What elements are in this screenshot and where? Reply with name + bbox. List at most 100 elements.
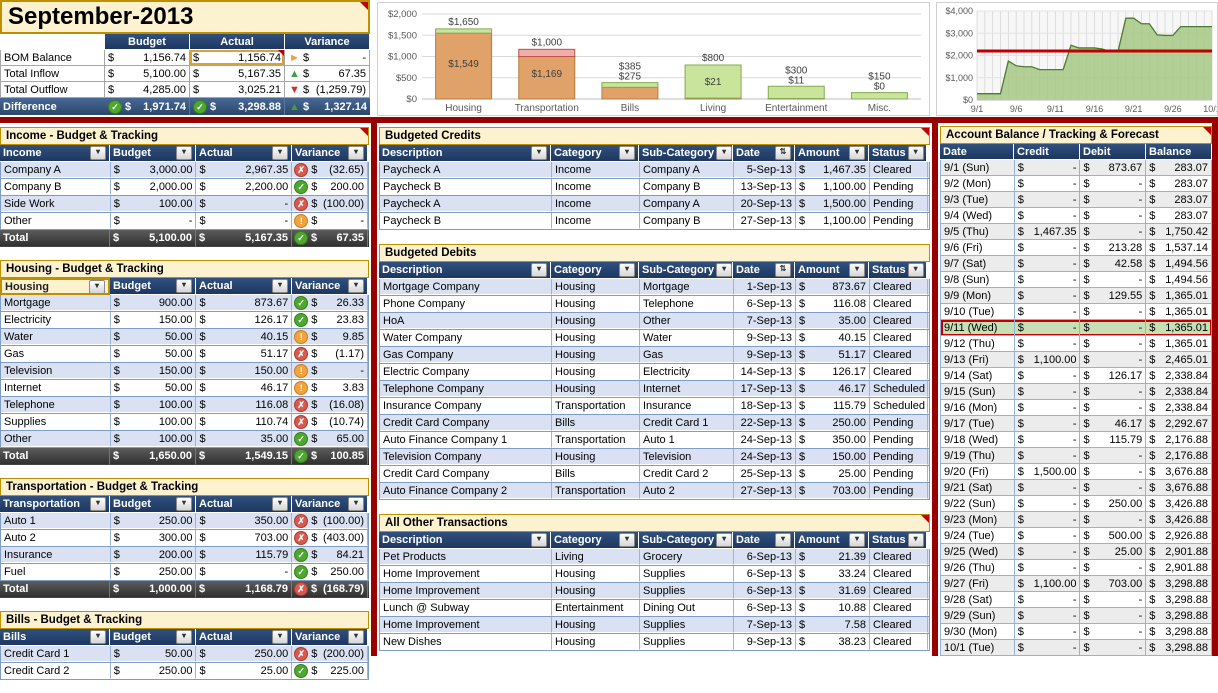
filter-dropdown-icon[interactable]: ▾ <box>272 497 288 511</box>
item-name-cell[interactable]: Other <box>1 213 111 229</box>
sub-category-cell[interactable]: Water <box>640 330 734 346</box>
filter-dropdown-icon[interactable]: ▾ <box>90 497 106 511</box>
budget-cell[interactable]: $100.00 <box>111 397 197 413</box>
variance-cell[interactable]: ✗$(16.08) <box>292 397 368 413</box>
summary-col-header-budget[interactable]: Budget <box>105 34 190 50</box>
amount-cell[interactable]: $115.79 <box>796 398 870 414</box>
debit-cell[interactable]: $42.58 <box>1080 256 1146 272</box>
credit-cell[interactable]: $- <box>1015 432 1081 448</box>
filter-dropdown-icon[interactable]: ▾ <box>176 279 192 293</box>
balance-cell[interactable]: $3,426.88 <box>1146 512 1212 528</box>
description-cell[interactable]: Credit Card Company <box>380 466 552 482</box>
filter-dropdown-icon[interactable]: ▾ <box>90 630 106 644</box>
date-cell[interactable]: 14-Sep-13 <box>734 364 796 380</box>
filter-dropdown-icon[interactable]: ▾ <box>908 263 924 277</box>
actual-cell[interactable]: $25.00 <box>196 663 292 679</box>
balance-cell[interactable]: $3,298.88 <box>1146 592 1212 608</box>
column-header-category[interactable]: Category▾ <box>551 262 639 279</box>
description-cell[interactable]: Auto Finance Company 2 <box>380 483 552 499</box>
column-header-sub-category[interactable]: Sub-Category▾ <box>639 532 733 549</box>
section-title[interactable]: Income - Budget & Tracking <box>0 127 369 145</box>
description-cell[interactable]: Pet Products <box>380 549 552 565</box>
status-cell[interactable]: Cleared <box>870 617 928 633</box>
credit-cell[interactable]: $- <box>1015 480 1081 496</box>
section-title[interactable]: Budgeted Debits <box>379 244 930 262</box>
month-title-cell[interactable]: September-2013 <box>0 0 370 34</box>
description-cell[interactable]: Home Improvement <box>380 583 552 599</box>
column-header-debit[interactable]: Debit <box>1080 144 1146 160</box>
date-cell[interactable]: 9/18 (Wed) <box>941 432 1015 448</box>
filter-dropdown-icon[interactable]: ▾ <box>348 279 364 293</box>
debit-cell[interactable]: $- <box>1080 384 1146 400</box>
budget-cell[interactable]: $900.00 <box>111 295 197 311</box>
actual-cell[interactable]: $46.17 <box>196 380 292 396</box>
amount-cell[interactable]: $116.08 <box>796 296 870 312</box>
sub-category-cell[interactable]: Television <box>640 449 734 465</box>
category-cell[interactable]: Transportation <box>552 483 640 499</box>
variance-cell[interactable]: !$- <box>292 363 368 379</box>
filter-dropdown-icon[interactable]: ▾ <box>272 146 288 160</box>
date-cell[interactable]: 27-Sep-13 <box>734 213 796 229</box>
budget-cell[interactable]: $50.00 <box>111 380 197 396</box>
date-cell[interactable]: 9/2 (Mon) <box>941 176 1015 192</box>
balance-cell[interactable]: $2,176.88 <box>1146 448 1212 464</box>
filter-dropdown-icon[interactable]: ▾ <box>348 497 364 511</box>
description-cell[interactable]: Water Company <box>380 330 552 346</box>
credit-cell[interactable]: $- <box>1015 304 1081 320</box>
sub-category-cell[interactable]: Company B <box>640 179 734 195</box>
column-header-actual[interactable]: Actual▾ <box>196 278 292 295</box>
description-cell[interactable]: Paycheck B <box>380 213 552 229</box>
debit-cell[interactable]: $- <box>1080 224 1146 240</box>
budget-cell[interactable]: $2,000.00 <box>111 179 197 195</box>
variance-cell[interactable]: ✓$23.83 <box>292 312 368 328</box>
item-name-cell[interactable]: Company A <box>1 162 111 178</box>
debit-cell[interactable]: $46.17 <box>1080 416 1146 432</box>
credit-cell[interactable]: $- <box>1015 512 1081 528</box>
total-variance-cell[interactable]: ✓$67.35 <box>292 230 368 247</box>
variance-cell[interactable]: ✓$65.00 <box>292 431 368 447</box>
column-header-variance[interactable]: Variance▾ <box>292 145 368 162</box>
credit-cell[interactable]: $- <box>1015 624 1081 640</box>
total-actual-cell[interactable]: $5,167.35 <box>196 230 292 247</box>
amount-cell[interactable]: $350.00 <box>796 432 870 448</box>
actual-cell[interactable]: $110.74 <box>196 414 292 430</box>
balance-cell[interactable]: $2,926.88 <box>1146 528 1212 544</box>
category-cell[interactable]: Bills <box>552 415 640 431</box>
debit-cell[interactable]: $- <box>1080 192 1146 208</box>
balance-cell[interactable]: $1,537.14 <box>1146 240 1212 256</box>
filter-dropdown-icon[interactable]: ▾ <box>531 263 547 277</box>
variance-cell[interactable]: ✗$(32.65) <box>292 162 368 178</box>
item-name-cell[interactable]: Other <box>1 431 111 447</box>
date-cell[interactable]: 1-Sep-13 <box>734 279 796 295</box>
summary-col-header-variance[interactable]: Variance <box>285 34 370 50</box>
debit-cell[interactable]: $- <box>1080 624 1146 640</box>
credit-cell[interactable]: $- <box>1015 176 1081 192</box>
debit-cell[interactable]: $- <box>1080 336 1146 352</box>
date-cell[interactable]: 9/7 (Sat) <box>941 256 1015 272</box>
description-cell[interactable]: Mortgage Company <box>380 279 552 295</box>
date-cell[interactable]: 10/1 (Tue) <box>941 640 1015 656</box>
date-cell[interactable]: 9-Sep-13 <box>734 634 796 650</box>
credit-cell[interactable]: $- <box>1015 336 1081 352</box>
credit-cell[interactable]: $- <box>1015 368 1081 384</box>
column-header-amount[interactable]: Amount▾ <box>795 532 869 549</box>
credit-cell[interactable]: $- <box>1015 592 1081 608</box>
sub-category-cell[interactable]: Company A <box>640 162 734 178</box>
variance-cell[interactable]: ✓$84.21 <box>292 547 368 563</box>
column-header-budget[interactable]: Budget▾ <box>110 629 196 646</box>
sub-category-cell[interactable]: Dining Out <box>640 600 734 616</box>
sub-category-cell[interactable]: Company B <box>640 213 734 229</box>
balance-cell[interactable]: $283.07 <box>1146 160 1212 176</box>
debit-cell[interactable]: $213.28 <box>1080 240 1146 256</box>
actual-cell[interactable]: $- <box>196 213 292 229</box>
balance-cell[interactable]: $2,338.84 <box>1146 368 1212 384</box>
column-header-category[interactable]: Category▾ <box>551 145 639 162</box>
variance-cell[interactable]: ✗$(100.00) <box>292 513 368 529</box>
actual-cell[interactable]: $- <box>196 196 292 212</box>
sub-category-cell[interactable]: Other <box>640 313 734 329</box>
category-cell[interactable]: Housing <box>552 364 640 380</box>
category-cell[interactable]: Entertainment <box>552 600 640 616</box>
date-cell[interactable]: 6-Sep-13 <box>734 549 796 565</box>
summary-difference-actual[interactable]: ✓$3,298.88 <box>190 98 285 115</box>
amount-cell[interactable]: $126.17 <box>796 364 870 380</box>
